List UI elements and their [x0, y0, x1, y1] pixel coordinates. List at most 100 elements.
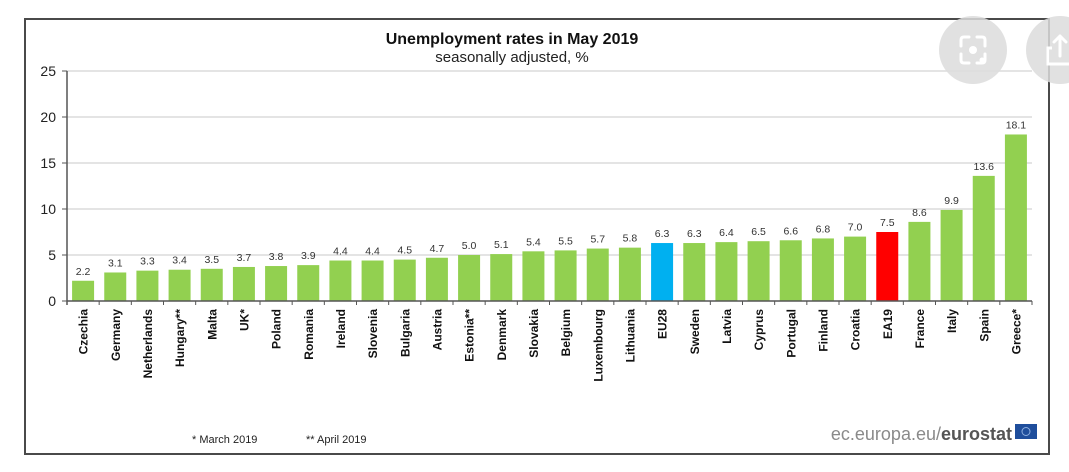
- value-label: 6.5: [751, 226, 766, 238]
- x-tick-label: Germany: [109, 309, 123, 361]
- x-tick-label: UK*: [237, 309, 251, 331]
- x-tick-label: Romania: [302, 309, 316, 360]
- x-tick-label: Denmark: [495, 309, 509, 361]
- bar-denmark: [490, 254, 513, 301]
- bar-bulgaria: [393, 259, 416, 301]
- bar-netherlands: [136, 270, 159, 301]
- visual-search-button[interactable]: [939, 16, 1007, 84]
- x-tick-labels: Czechia Germany Netherlands Hungary** Malta U…: [77, 309, 1024, 382]
- bar-france: [908, 221, 931, 301]
- x-tick-label: Latvia: [720, 309, 734, 344]
- bar-austria: [425, 257, 448, 301]
- x-tick-label: Malta: [205, 309, 219, 340]
- x-tick-label: Croatia: [849, 309, 863, 351]
- value-label: 6.4: [719, 227, 734, 239]
- bar-romania: [297, 265, 320, 301]
- y-tick-label: 25: [40, 63, 56, 79]
- y-tick-label: 20: [40, 109, 56, 125]
- bar-italy: [940, 209, 963, 301]
- x-tick-label: Spain: [977, 309, 991, 342]
- value-label: 6.8: [816, 223, 831, 235]
- bar-sweden: [683, 243, 706, 301]
- footnote-march: * March 2019: [192, 434, 257, 446]
- x-tick-label: Austria: [430, 309, 444, 351]
- bar-poland: [265, 266, 288, 301]
- value-label: 4.4: [333, 246, 348, 258]
- x-tick-label: France: [913, 309, 927, 349]
- bar-czechia: [72, 280, 95, 301]
- x-tick-label: EU28: [656, 309, 670, 339]
- bar-eu28: [651, 243, 674, 301]
- value-label: 3.9: [301, 250, 316, 262]
- y-axis: 0 5 10 15 20 25: [40, 63, 68, 309]
- value-label: 5.8: [623, 233, 638, 245]
- x-tick-label: Italy: [945, 309, 959, 333]
- x-axis: [66, 300, 1033, 305]
- x-tick-label: Bulgaria: [398, 309, 412, 357]
- x-tick-label: Cyprus: [752, 309, 766, 351]
- value-label: 8.6: [912, 207, 927, 219]
- value-label: 9.9: [944, 195, 959, 207]
- value-label: 13.6: [974, 161, 995, 173]
- value-labels: 2.2 3.1 3.3 3.4 3.5 3.7 3.8 3.9 4.4 4.4 4.5 4.7 5.0 5…: [76, 119, 1027, 277]
- y-tick-label: 15: [40, 155, 56, 171]
- value-label: 5.1: [494, 239, 509, 251]
- value-label: 18.1: [1006, 119, 1027, 131]
- footnote-april: ** April 2019: [306, 434, 367, 446]
- bar-greece: [1004, 134, 1027, 301]
- value-label: 7.5: [880, 217, 895, 229]
- bars: [72, 134, 1027, 301]
- value-label: 7.0: [848, 222, 863, 234]
- bar-slovenia: [361, 260, 384, 301]
- bar-finland: [811, 238, 834, 301]
- bar-uk: [232, 266, 255, 301]
- x-tick-label: Czechia: [77, 309, 91, 355]
- x-tick-label: Hungary**: [173, 309, 187, 367]
- value-label: 4.4: [365, 246, 380, 258]
- bar-ireland: [329, 260, 352, 301]
- share-button[interactable]: [1026, 16, 1069, 84]
- y-tick-label: 10: [40, 201, 56, 217]
- x-tick-label: Poland: [270, 309, 284, 349]
- bar-lithuania: [618, 247, 641, 301]
- value-label: 5.0: [462, 240, 477, 252]
- x-tick-label: Estonia**: [463, 309, 477, 362]
- value-label: 5.5: [558, 235, 573, 247]
- x-tick-label: Lithuania: [623, 309, 637, 363]
- y-tick-label: 5: [48, 247, 56, 263]
- source-prefix: ec.europa.eu/: [831, 424, 941, 444]
- x-tick-label: Slovenia: [366, 309, 380, 359]
- value-label: 6.6: [783, 225, 798, 237]
- lens-icon: [959, 35, 987, 65]
- x-tick-label: Finland: [816, 309, 830, 352]
- x-tick-label: EA19: [881, 309, 895, 339]
- chart-subtitle: seasonally adjusted, %: [435, 49, 588, 66]
- x-tick-label: Sweden: [688, 309, 702, 354]
- value-label: 3.7: [237, 252, 252, 264]
- value-label: 3.5: [204, 254, 219, 266]
- share-icon: [1046, 34, 1069, 66]
- bar-croatia: [844, 236, 867, 301]
- x-tick-label: Slovakia: [527, 309, 541, 358]
- x-tick-label: Greece*: [1009, 309, 1023, 355]
- y-tick-label: 0: [48, 293, 56, 309]
- bar-latvia: [715, 242, 738, 301]
- bar-ea19: [876, 232, 899, 301]
- eu-flag-icon: [1015, 424, 1037, 439]
- value-label: 5.7: [590, 234, 605, 246]
- gridlines: [67, 70, 1032, 256]
- x-tick-label: Portugal: [784, 309, 798, 358]
- value-label: 3.1: [108, 257, 123, 269]
- source-text: ec.europa.eu/eurostat: [831, 424, 1012, 444]
- value-label: 6.3: [687, 228, 702, 240]
- bar-spain: [972, 175, 995, 301]
- value-label: 2.2: [76, 266, 91, 278]
- source-brand: eurostat: [941, 424, 1012, 444]
- value-label: 3.4: [172, 255, 187, 267]
- bar-luxembourg: [586, 248, 609, 301]
- bar-malta: [200, 268, 223, 301]
- bar-germany: [104, 272, 127, 301]
- value-label: 3.8: [269, 251, 284, 263]
- bar-belgium: [554, 250, 577, 301]
